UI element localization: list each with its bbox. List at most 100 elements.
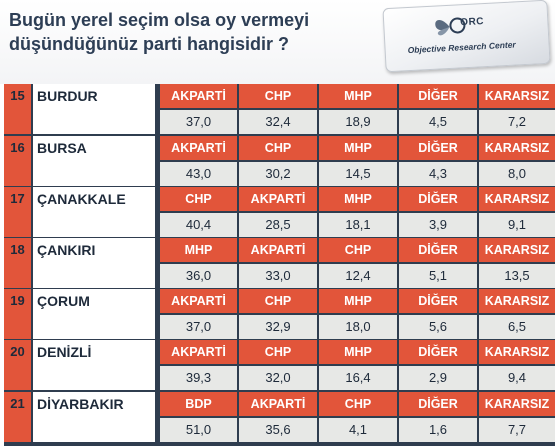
party-header: KARARSIZ (479, 136, 555, 160)
party-header: KARARSIZ (479, 84, 555, 108)
vote-percentage: 37,0 (160, 110, 237, 134)
party-header: MHP (319, 340, 397, 364)
party-header: AKPARTİ (160, 340, 237, 364)
party-header: DİĞER (399, 136, 477, 160)
party-header: DİĞER (399, 340, 477, 364)
row-number: 15 (4, 84, 31, 134)
party-header: AKPARTİ (239, 187, 317, 211)
question-line-2: düşündüğünüz parti hangisidir ? (9, 34, 289, 54)
table-row: 16 BURSA AKPARTİ 43,0 CHP 30,2 MHP 14,5 DİĞER 4,3… (4, 136, 555, 186)
row-number: 21 (4, 392, 31, 442)
row-number: 20 (4, 340, 31, 390)
party-header: MHP (319, 136, 397, 160)
vote-percentage: 6,5 (479, 315, 555, 339)
butterfly-logo-icon (435, 17, 466, 36)
vote-percentage: 18,9 (319, 110, 397, 134)
vote-percentage: 4,3 (399, 162, 477, 186)
vote-percentage: 14,5 (319, 162, 397, 186)
vote-percentage: 30,2 (239, 162, 317, 186)
vote-percentage: 18,0 (319, 315, 397, 339)
row-number: 16 (4, 136, 31, 186)
vote-percentage: 1,6 (399, 418, 477, 442)
party-header: BDP (160, 392, 237, 416)
row-number: 17 (4, 187, 31, 237)
party-header: AKPARTİ (239, 392, 317, 416)
logo-name: Objective Research Center (407, 39, 516, 56)
party-header: DİĞER (399, 238, 477, 262)
vote-percentage: 43,0 (160, 162, 237, 186)
table-row: 15 BURDUR AKPARTİ 37,0 CHP 32,4 MHP 18,9 DİĞER 4,… (4, 84, 555, 134)
vote-percentage: 8,0 (479, 162, 555, 186)
vote-percentage: 28,5 (239, 213, 317, 237)
vote-percentage: 32,0 (239, 366, 317, 390)
title-area: Bugün yerel seçim olsa oy vermeyi düşünd… (0, 0, 555, 84)
poll-table: 15 BURDUR AKPARTİ 37,0 CHP 32,4 MHP 18,9 DİĞER 4,… (4, 84, 555, 446)
vote-percentage: 32,9 (239, 315, 317, 339)
party-header: KARARSIZ (479, 392, 555, 416)
city-name: DİYARBAKIR (33, 392, 157, 442)
city-name: ÇANKIRI (33, 238, 157, 288)
party-header: CHP (239, 84, 317, 108)
party-header: AKPARTİ (239, 238, 317, 262)
party-header: DİĞER (399, 289, 477, 313)
row-number: 19 (4, 289, 31, 339)
party-header: KARARSIZ (479, 238, 555, 262)
vote-percentage: 39,3 (160, 366, 237, 390)
party-header: AKPARTİ (160, 136, 237, 160)
table-row: 21 DİYARBAKIR BDP 51,0 AKPARTİ 35,6 CHP 4,1 DİĞE… (4, 392, 555, 442)
city-name: ÇANAKKALE (33, 187, 157, 237)
party-header: AKPARTİ (160, 84, 237, 108)
party-header: CHP (239, 289, 317, 313)
party-header: CHP (239, 340, 317, 364)
question-line-1: Bugün yerel seçim olsa oy vermeyi (9, 10, 310, 30)
table-row: 20 DENİZLİ AKPARTİ 39,3 CHP 32,0 MHP 16,4 DİĞER 2… (4, 340, 555, 390)
vote-percentage: 7,2 (479, 110, 555, 134)
city-name: DENİZLİ (33, 340, 157, 390)
logo-abbreviation: ORC (460, 16, 485, 29)
city-name: BURDUR (33, 84, 157, 134)
party-header: KARARSIZ (479, 289, 555, 313)
vote-percentage: 35,6 (239, 418, 317, 442)
party-header: DİĞER (399, 392, 477, 416)
orc-logo: ORC Objective Research Center (382, 0, 551, 73)
party-header: CHP (319, 238, 397, 262)
party-header: MHP (319, 289, 397, 313)
vote-percentage: 4,5 (399, 110, 477, 134)
vote-percentage: 16,4 (319, 366, 397, 390)
vote-percentage: 2,9 (399, 366, 477, 390)
vote-percentage: 13,5 (479, 264, 555, 288)
party-header: CHP (239, 136, 317, 160)
party-header: DİĞER (399, 84, 477, 108)
row-number: 18 (4, 238, 31, 288)
party-header: DİĞER (399, 187, 477, 211)
party-header: KARARSIZ (479, 340, 555, 364)
vote-percentage: 4,1 (319, 418, 397, 442)
party-header: KARARSIZ (479, 187, 555, 211)
party-header: MHP (319, 84, 397, 108)
vote-percentage: 40,4 (160, 213, 237, 237)
party-header: MHP (319, 187, 397, 211)
vote-percentage: 3,9 (399, 213, 477, 237)
vote-percentage: 5,6 (399, 315, 477, 339)
vote-percentage: 7,7 (479, 418, 555, 442)
vote-percentage: 36,0 (160, 264, 237, 288)
table-row: 19 ÇORUM AKPARTİ 37,0 CHP 32,9 MHP 18,0 DİĞER 5,6… (4, 289, 555, 339)
party-header: CHP (160, 187, 237, 211)
party-header: CHP (319, 392, 397, 416)
vote-percentage: 9,4 (479, 366, 555, 390)
vote-percentage: 18,1 (319, 213, 397, 237)
party-header: AKPARTİ (160, 289, 237, 313)
vote-percentage: 12,4 (319, 264, 397, 288)
vote-percentage: 37,0 (160, 315, 237, 339)
vote-percentage: 51,0 (160, 418, 237, 442)
city-name: ÇORUM (33, 289, 157, 339)
vote-percentage: 5,1 (399, 264, 477, 288)
party-header: MHP (160, 238, 237, 262)
vote-percentage: 33,0 (239, 264, 317, 288)
vote-percentage: 9,1 (479, 213, 555, 237)
survey-question: Bugün yerel seçim olsa oy vermeyi düşünd… (9, 8, 369, 56)
vote-percentage: 32,4 (239, 110, 317, 134)
city-name: BURSA (33, 136, 157, 186)
table-row: 17 ÇANAKKALE CHP 40,4 AKPARTİ 28,5 MHP 18,1 DİĞE… (4, 187, 555, 237)
table-row: 18 ÇANKIRI MHP 36,0 AKPARTİ 33,0 CHP 12,4 DİĞER 5… (4, 238, 555, 288)
